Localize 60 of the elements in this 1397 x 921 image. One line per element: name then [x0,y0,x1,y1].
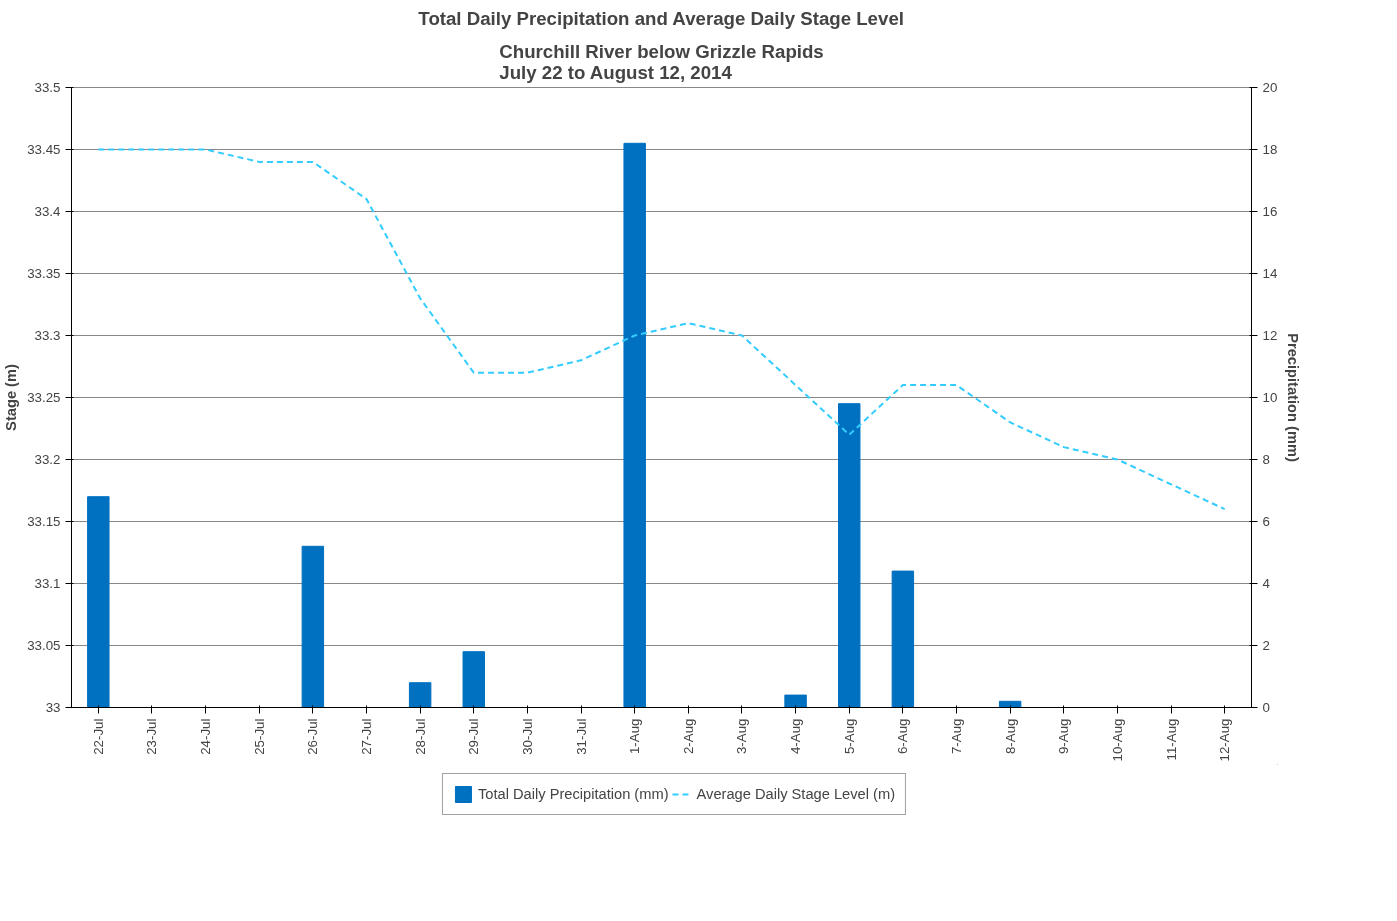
y-tick-label: 33.45 [27,142,61,157]
bar [891,570,915,708]
y2-tick-label: 16 [1262,204,1278,219]
y-tick-label: 33.3 [34,328,61,343]
x-tick-label: 30-Jul [519,718,535,755]
bar [784,694,807,708]
x-tick-label: 28-Jul [412,718,428,755]
y2-tick-label: 4 [1262,576,1271,591]
y2-tick-label: 6 [1262,514,1270,529]
chart-subtitle: Churchill River below Grizzle Rapids July 22 to August 12, 2014 [499,40,824,83]
x-tick-label: 24-Jul [198,718,214,755]
x-tick-label: 11-Aug [1163,718,1179,761]
y2-tick-label: 2 [1262,638,1270,653]
bar [998,700,1022,708]
y2-tick-label: 8 [1262,452,1270,467]
y2-tick-label: 0 [1262,700,1270,715]
y-tick-label: 33.2 [34,452,61,467]
x-tick-label: 10-Aug [1109,718,1125,762]
x-tick-label: 8-Aug [1002,718,1018,755]
y2-tick-label: 18 [1262,142,1278,157]
y2-tick-label: 20 [1262,80,1278,95]
y-tick-label: 33.15 [27,514,61,529]
y-tick-label: 33.4 [34,204,62,219]
bar [301,545,325,708]
x-tick-label: 2-Aug [680,718,696,755]
y-tick-label: 33.1 [34,576,61,591]
y-tick-label: 33.5 [34,80,61,95]
bar [87,496,110,708]
bar [408,682,432,708]
y-tick-label: 33.25 [27,390,61,405]
x-tick-label: 31-Jul [573,718,589,755]
y-tick-label: 33 [45,700,61,715]
x-tick-label: 9-Aug [1056,718,1072,755]
y2-axis-title: Precipitation (mm) [1285,333,1302,462]
chart-title: Total Daily Precipitation and Average Daily Stage Level [418,7,904,29]
bar [623,142,646,708]
x-tick-label: 5-Aug [841,718,857,755]
bar [838,403,861,708]
y-tick-label: 33.35 [27,266,61,281]
y2-tick-label: 12 [1262,328,1278,343]
x-tick-label: 22-Jul [90,718,106,755]
x-tick-label: 29-Jul [466,718,482,755]
x-tick-label: 26-Jul [305,718,321,755]
x-tick-label: 12-Aug [1217,718,1233,762]
x-tick-label: 1-Aug [627,718,643,755]
x-tick-label: 4-Aug [788,718,804,755]
x-tick-label: 25-Jul [251,718,267,755]
x-tick-label: 6-Aug [895,718,911,755]
y-tick-label: 33.05 [27,638,61,653]
bar [462,651,485,708]
x-tick-label: 7-Aug [949,718,964,755]
x-tick-label: 23-Jul [144,718,160,755]
legend-label: Average Daily Stage Level (m) [696,786,896,802]
y2-tick-label: 14 [1262,266,1278,281]
y2-tick-label: 10 [1262,390,1278,405]
x-tick-label: 3-Aug [734,718,750,755]
y-axis-title: Stage (m) [3,363,20,431]
legend-label: Total Daily Precipitation (mm) [477,786,669,802]
line-series [97,148,1226,511]
x-tick-label: 27-Jul [359,718,374,755]
